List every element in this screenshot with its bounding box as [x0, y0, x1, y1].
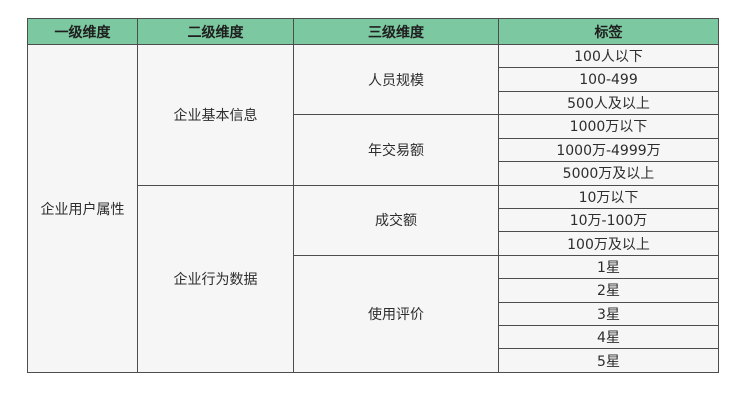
header-row: 一级维度 二级维度 三级维度 标签 — [27, 18, 719, 45]
table-row: 10万-100万 — [28, 207, 719, 233]
tag-cell: 100人以下 — [498, 43, 719, 69]
table-row: 100-499 — [28, 67, 719, 92]
table-row: 企业用户属性 企业基本信息 人员规模 100人以下 — [27, 43, 719, 373]
level3-dimension-cell: 年交易额 — [293, 114, 499, 186]
column-header-4: 标签 — [498, 18, 719, 45]
tag-cell: 2星 — [498, 278, 719, 303]
table-row: 使用评价 1星 — [28, 254, 719, 374]
table-row: 2星 — [28, 278, 719, 303]
level3-dimension-cell: 使用评价 — [293, 254, 499, 374]
tag-cell: 4星 — [498, 325, 719, 350]
column-header-2: 二级维度 — [137, 18, 294, 45]
level2-dimension-cell: 企业行为数据 — [137, 184, 294, 374]
table-row: 1000万-4999万 — [28, 137, 719, 163]
tag-cell: 5星 — [498, 348, 719, 373]
tag-cell: 500人及以上 — [498, 90, 719, 116]
column-header-1: 一级维度 — [27, 18, 138, 45]
tag-cell: 3星 — [498, 301, 719, 327]
table-row: 3星 — [28, 301, 719, 327]
tag-cell: 100万及以上 — [498, 231, 719, 256]
table-row: 100万及以上 — [28, 231, 719, 256]
column-header-3: 三级维度 — [293, 18, 499, 45]
level2-dimension-cell: 企业基本信息 — [137, 44, 294, 186]
level1-dimension-cell: 企业用户属性 — [27, 44, 138, 373]
table-row: 5000万及以上 — [28, 161, 719, 186]
tag-cell: 1000万-4999万 — [498, 137, 719, 163]
tag-cell: 10万-100万 — [498, 207, 719, 233]
table-row: 4星 — [28, 325, 719, 350]
tag-cell: 5000万及以上 — [498, 161, 719, 186]
tag-cell: 10万以下 — [498, 184, 719, 209]
table-row: 5星 — [28, 348, 719, 373]
table-row: 年交易额 1000万以下 — [28, 114, 719, 186]
tag-cell: 1000万以下 — [498, 114, 719, 139]
dimension-table: 一级维度 二级维度 三级维度 标签 企业用户属性 企业基本信息 人员规模 100人以下 100… — [27, 18, 719, 374]
table-row: 企业行为数据 成交额 10万以下 — [28, 184, 719, 374]
level3-dimension-cell: 成交额 — [293, 184, 499, 256]
level3-dimension-cell: 人员规模 — [293, 43, 499, 116]
tag-cell: 100-499 — [498, 67, 719, 92]
table-body: 企业用户属性 企业基本信息 人员规模 100人以下 100-499 500人及以上 年交易额… — [27, 43, 719, 374]
table-header: 一级维度 二级维度 三级维度 标签 — [27, 18, 719, 45]
tag-cell: 1星 — [498, 254, 719, 280]
